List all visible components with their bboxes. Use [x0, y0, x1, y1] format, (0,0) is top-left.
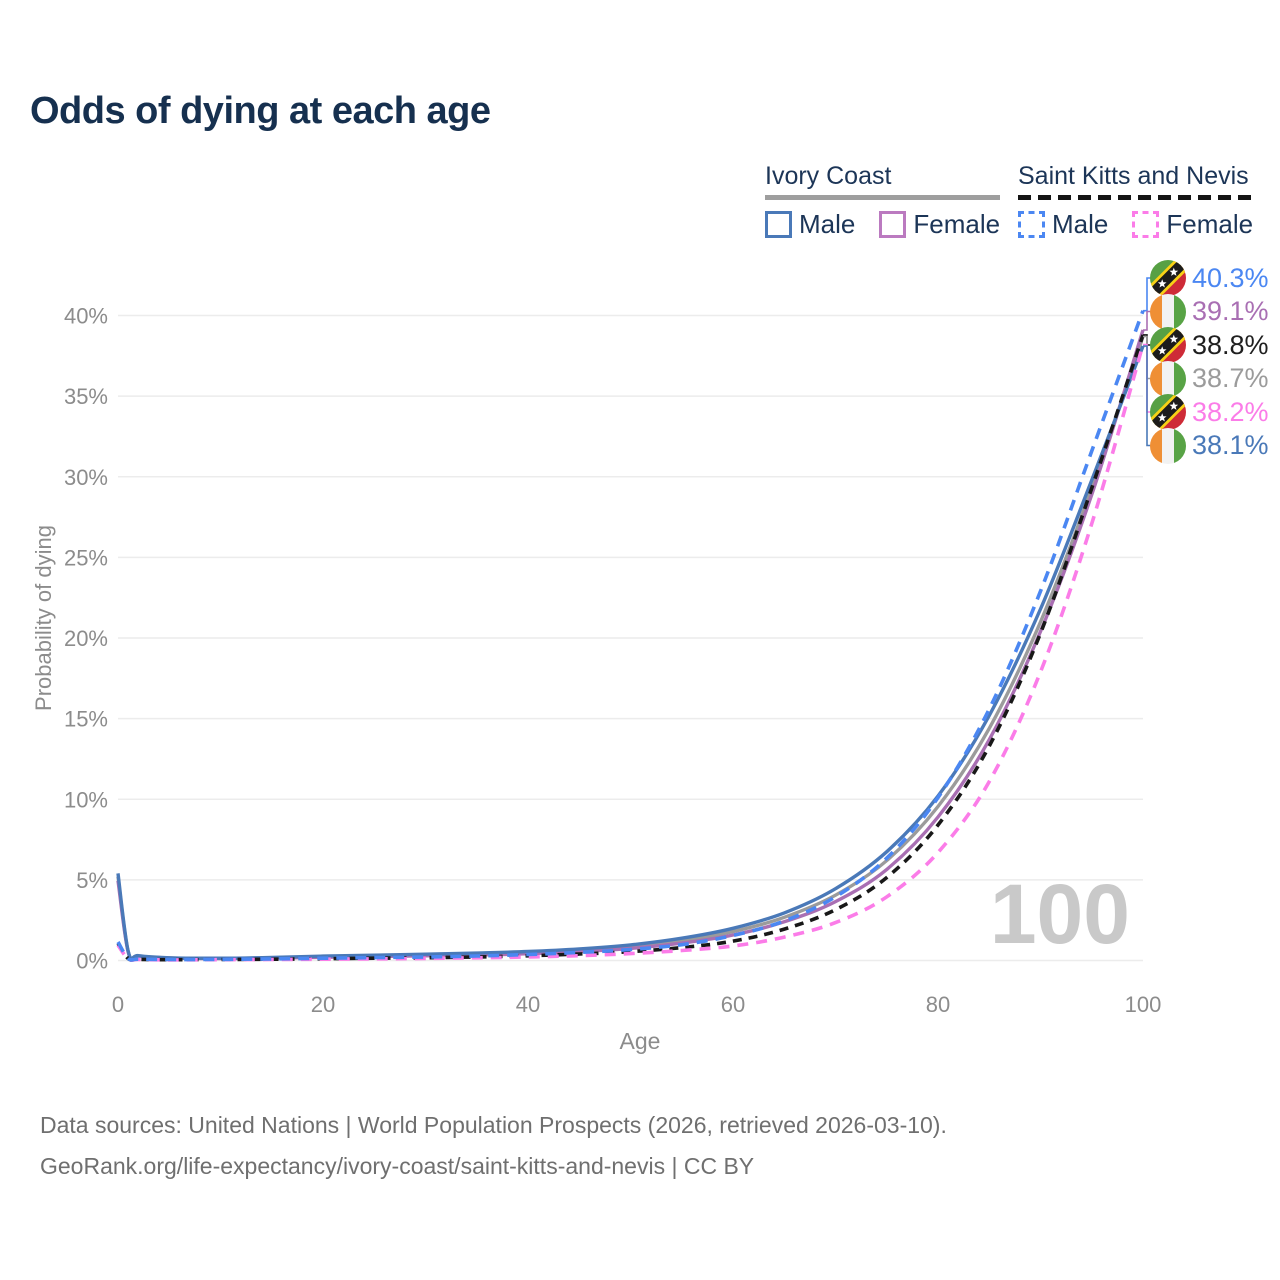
end-label-connector-skn-male	[1143, 277, 1152, 312]
y-tick-label: 35%	[64, 384, 108, 409]
ivory-coast-flag-icon	[1150, 427, 1186, 464]
end-label-value: 38.8%	[1192, 329, 1269, 360]
end-label-row-ic-female: 39.1%	[1150, 293, 1269, 330]
y-tick-label: 0%	[76, 949, 108, 974]
x-axis-title: Age	[619, 1028, 661, 1054]
saint-kitts-female-swatch-icon	[1132, 211, 1160, 238]
saint-kitts-and-nevis-flag-icon	[1150, 327, 1186, 363]
end-label-row-ic-total: 38.7%	[1150, 360, 1269, 397]
series-line-skn-female	[116, 344, 1145, 962]
saint-kitts-dashed-line-key	[1018, 195, 1254, 200]
series-line-skn-male	[116, 310, 1145, 962]
legend-item-label: Female	[913, 209, 1001, 239]
saint-kitts-and-nevis-flag-icon	[1150, 260, 1186, 296]
ivory-coast-female-swatch-icon	[879, 211, 907, 238]
y-tick-label: 5%	[76, 868, 108, 893]
end-label-row-skn-male: 40.3%	[1150, 260, 1269, 296]
ivory-coast-solid-line-key	[765, 195, 1001, 200]
footer: Data sources: United Nations | World Pop…	[40, 1105, 947, 1187]
end-label-row-ic-male: 38.1%	[1150, 427, 1269, 464]
y-tick-label: 30%	[64, 465, 108, 490]
end-label-connector-ic-male	[1143, 345, 1152, 447]
y-tick-label: 10%	[64, 787, 108, 812]
legend-item-label: Male	[799, 209, 856, 239]
end-label-value: 38.1%	[1192, 430, 1269, 460]
y-tick-label: 20%	[64, 626, 108, 651]
x-tick-label: 60	[721, 992, 745, 1017]
legend-item-label: Male	[1052, 209, 1109, 239]
end-label-row-skn-female: 38.2%	[1150, 394, 1269, 430]
legend-item-label: Female	[1166, 209, 1254, 239]
x-tick-label: 80	[926, 992, 950, 1017]
legend-header-ivory-coast[interactable]: Ivory Coast	[765, 162, 892, 190]
legend-item-ivory-coast-male[interactable]: Male	[765, 209, 855, 240]
x-tick-label: 0	[112, 992, 124, 1017]
attribution-text: GeoRank.org/life-expectancy/ivory-coast/…	[40, 1153, 755, 1179]
legend-group-ivory-coast: Ivory Coast Male Female	[765, 162, 1001, 240]
legend-item-ivory-coast-female[interactable]: Female	[879, 209, 1000, 240]
y-tick-label: 25%	[64, 545, 108, 570]
legend-header-saint-kitts-and-nevis[interactable]: Saint Kitts and Nevis	[1018, 162, 1249, 190]
series-line-ic-total	[116, 335, 1145, 961]
series-line-ic-female	[116, 329, 1145, 961]
series-line-skn-total	[116, 334, 1145, 962]
y-tick-label: 40%	[64, 304, 108, 329]
legend-group-saint-kitts-and-nevis: Saint Kitts and Nevis Male Female	[1018, 162, 1254, 240]
age-frame-watermark: 100	[989, 867, 1130, 961]
end-label-row-skn-total: 38.8%	[1150, 327, 1269, 363]
end-label-value: 39.1%	[1192, 296, 1269, 326]
ivory-coast-flag-icon	[1150, 293, 1186, 330]
x-tick-label: 20	[311, 992, 335, 1017]
page-title: Odds of dying at each age	[30, 90, 491, 132]
end-label-value: 38.7%	[1192, 363, 1269, 393]
legend-item-saint-kitts-female[interactable]: Female	[1132, 209, 1253, 240]
ivory-coast-male-swatch-icon	[765, 211, 792, 238]
data-sources-text: Data sources: United Nations | World Pop…	[40, 1112, 947, 1138]
y-tick-label: 15%	[64, 707, 108, 732]
x-tick-label: 100	[1125, 992, 1162, 1017]
end-label-value: 40.3%	[1192, 262, 1269, 293]
series-line-ic-male	[116, 345, 1145, 961]
end-label-value: 38.2%	[1192, 396, 1269, 427]
ivory-coast-flag-icon	[1150, 360, 1186, 397]
end-label-connector-ic-female	[1143, 310, 1152, 331]
legend-item-saint-kitts-male[interactable]: Male	[1018, 209, 1108, 240]
saint-kitts-and-nevis-flag-icon	[1150, 394, 1186, 430]
x-tick-label: 40	[516, 992, 540, 1017]
y-axis-title: Probability of dying	[31, 525, 56, 711]
saint-kitts-male-swatch-icon	[1018, 211, 1045, 238]
